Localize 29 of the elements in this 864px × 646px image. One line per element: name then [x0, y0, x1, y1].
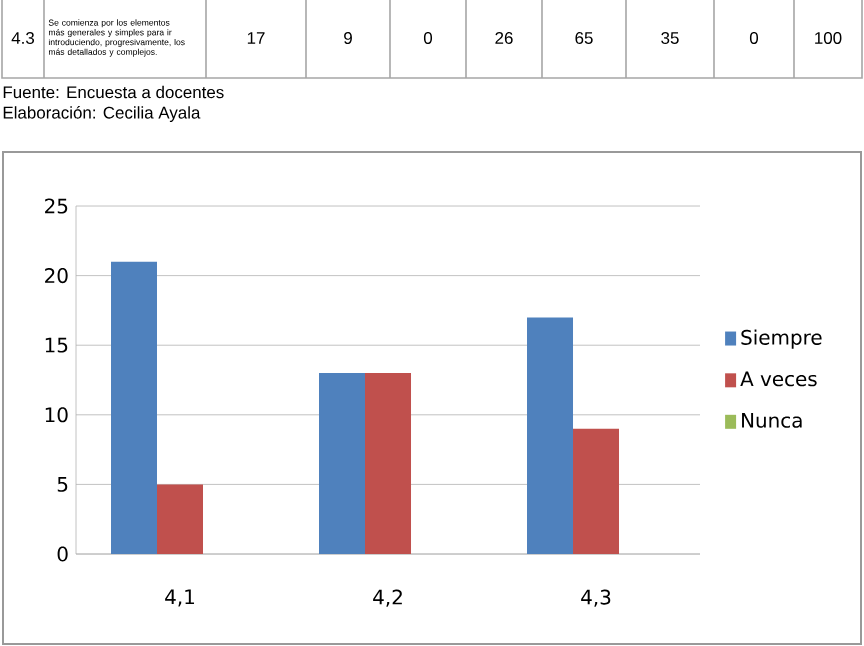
bar [319, 373, 365, 555]
source-note: Fuente: Encuesta a docentes [3, 85, 224, 99]
y-tick-label: 15 [45, 337, 68, 353]
x-tick-label: 4,1 [165, 589, 195, 607]
bar [527, 317, 574, 555]
legend-label: A veces [740, 371, 817, 387]
text: 9 [344, 32, 352, 44]
bar [157, 484, 203, 555]
text: 4.3 [11, 32, 35, 44]
text: 17 [247, 32, 265, 44]
y-tick-label: 10 [45, 407, 68, 423]
legend-label: Nunca [742, 413, 802, 428]
y-tick-label: 25 [45, 198, 68, 214]
text: 35 [661, 32, 679, 44]
x-tick-label: 4,3 [581, 589, 611, 607]
y-tick-label: 20 [45, 268, 68, 284]
text: 26 [495, 32, 513, 44]
bar [573, 428, 620, 555]
text: 65 [575, 32, 593, 44]
bar [365, 373, 412, 555]
y-tick-label: 0 [57, 546, 68, 562]
text: 100 [815, 32, 842, 44]
bar [111, 261, 157, 555]
text: 0 [749, 32, 759, 44]
text: 0 [423, 32, 433, 44]
x-tick-label: 4,2 [373, 589, 402, 607]
text: Elaboración: Cecilia Ayala [3, 106, 201, 122]
y-tick-label: 5 [57, 477, 68, 492]
legend-label: Siempre [741, 329, 822, 349]
